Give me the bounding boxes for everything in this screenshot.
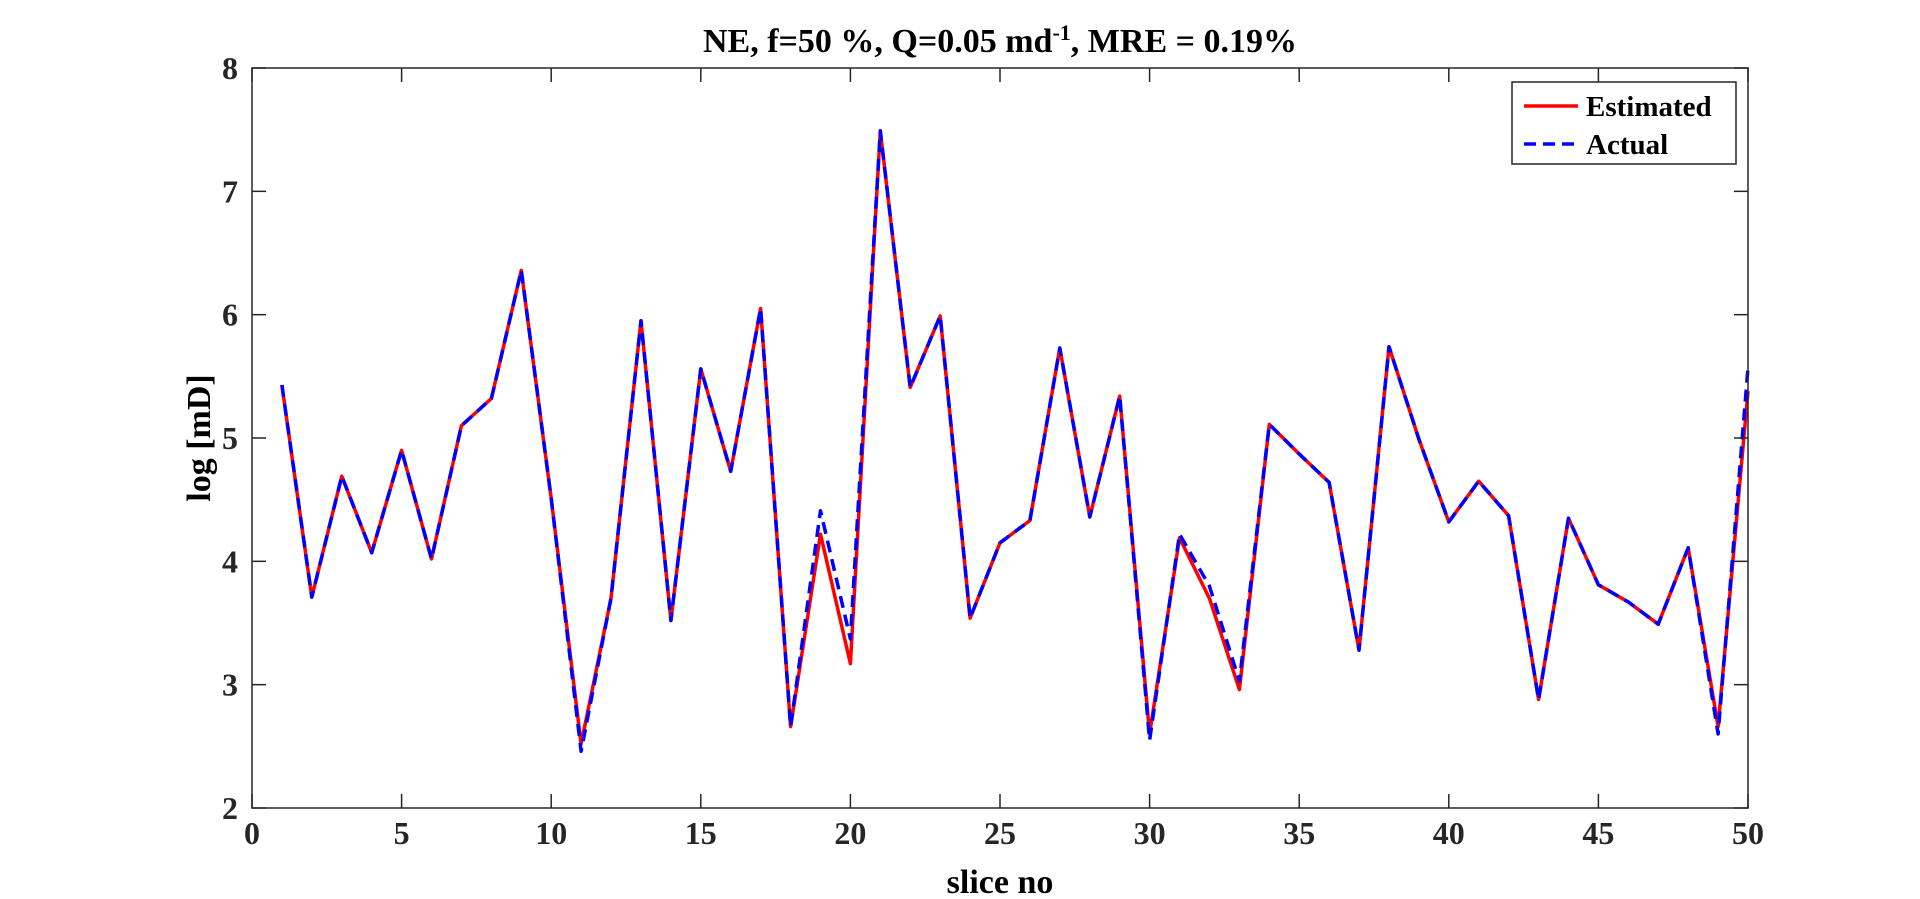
x-tick-label: 50 bbox=[1732, 815, 1764, 851]
y-axis-label: log [mD] bbox=[181, 374, 218, 501]
y-tick-label: 5 bbox=[222, 420, 238, 456]
y-tick-label: 8 bbox=[222, 50, 238, 86]
y-tick-label: 2 bbox=[222, 790, 238, 826]
y-tick-label: 3 bbox=[222, 667, 238, 703]
x-tick-label: 45 bbox=[1582, 815, 1614, 851]
legend-label-actual: Actual bbox=[1586, 129, 1668, 161]
y-tick-label: 6 bbox=[222, 297, 238, 333]
title-superscript: -1 bbox=[1052, 20, 1070, 45]
y-tick-label: 7 bbox=[222, 173, 238, 209]
x-tick-label: 10 bbox=[535, 815, 567, 851]
chart-title: NE, f=50 %, Q=0.05 md-1, MRE = 0.19% bbox=[703, 20, 1297, 61]
plot-background bbox=[252, 68, 1748, 808]
legend: Estimated Actual bbox=[1511, 81, 1737, 165]
x-tick-label: 40 bbox=[1433, 815, 1465, 851]
y-tick-label: 4 bbox=[222, 543, 238, 579]
x-tick-label: 20 bbox=[834, 815, 866, 851]
x-tick-label: 25 bbox=[984, 815, 1016, 851]
legend-label-estimated: Estimated bbox=[1586, 91, 1712, 123]
series-layer bbox=[280, 129, 1750, 754]
x-tick-label: 5 bbox=[394, 815, 410, 851]
series-line-actual bbox=[280, 129, 1750, 754]
x-tick-label: 15 bbox=[685, 815, 717, 851]
legend-box bbox=[1511, 81, 1737, 165]
x-tick-label: 30 bbox=[1134, 815, 1166, 851]
x-tick-label: 0 bbox=[244, 815, 260, 851]
x-axis-label: slice no bbox=[947, 864, 1054, 899]
x-tick-label: 35 bbox=[1283, 815, 1315, 851]
